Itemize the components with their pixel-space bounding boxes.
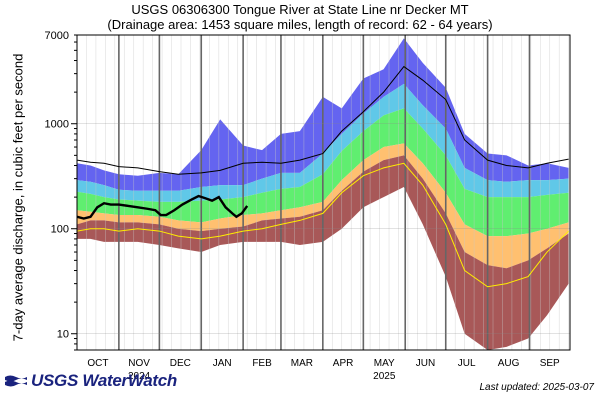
mean-line — [77, 65, 569, 175]
chart-title: USGS 06306300 Tongue River at State Line… — [131, 2, 469, 17]
x-month-label: JAN — [213, 358, 232, 369]
x-month-label: JUN — [416, 358, 435, 369]
x-year-label: 2024 — [128, 371, 151, 382]
y-tick-label: 7000 — [45, 30, 69, 42]
band-p10-to-min — [77, 155, 569, 350]
usgs-logo[interactable]: USGS WaterWatch — [5, 371, 177, 391]
x-month-label: JUL — [458, 358, 476, 369]
x-month-label: FEB — [252, 358, 272, 369]
chart-subtitle: (Drainage area: 1453 square miles, lengt… — [107, 17, 493, 32]
y-tick-label: 100 — [51, 224, 69, 236]
x-month-label: MAR — [291, 358, 313, 369]
x-month-label: SEP — [540, 358, 560, 369]
x-year-label: 2025 — [373, 371, 396, 382]
plot-frame — [76, 34, 571, 351]
minimum-line — [77, 162, 569, 288]
current-flow-line — [77, 194, 249, 220]
band-p90-to-p75 — [77, 83, 569, 202]
y-tick-label: 10 — [57, 329, 69, 341]
x-month-label: APR — [333, 358, 354, 369]
x-month-label: NOV — [128, 358, 150, 369]
y-tick-label: 1000 — [45, 119, 69, 131]
x-month-label: AUG — [498, 358, 520, 369]
x-month-label: MAY — [374, 358, 395, 369]
x-month-label: OCT — [87, 358, 108, 369]
last-updated: Last updated: 2025-03-07 — [479, 382, 594, 393]
x-month-label: DEC — [170, 358, 191, 369]
logo-text: USGS WaterWatch — [31, 371, 178, 390]
usgs-logo-icon — [5, 375, 27, 387]
